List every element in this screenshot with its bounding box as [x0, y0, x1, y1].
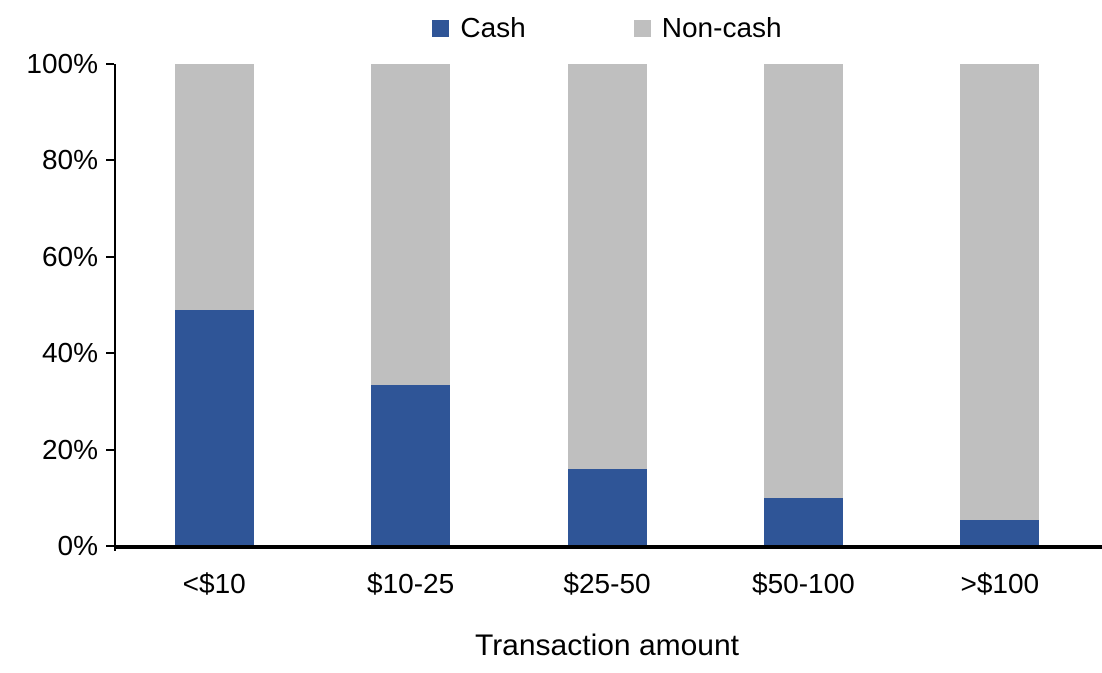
bar-50-100 — [763, 64, 843, 546]
bar-segment-cash-50-100 — [763, 497, 843, 546]
bar-segment-cash-100 — [960, 519, 1040, 546]
x-axis-label-10: <$10 — [182, 568, 246, 599]
x-axis-label-50-100: $50-100 — [752, 568, 855, 599]
y-axis-tick-40 — [106, 352, 114, 355]
y-axis-label-80: 80% — [41, 144, 98, 176]
legend-item-cash: Cash — [432, 12, 526, 44]
bar-100 — [960, 64, 1040, 546]
y-axis-line — [114, 64, 116, 551]
y-axis-label-20: 20% — [41, 433, 98, 465]
bar-segment-non-cash-10 — [174, 64, 254, 310]
bar-10-25 — [371, 64, 451, 546]
chart-legend: Cash Non-cash — [116, 12, 1098, 44]
bar-10 — [174, 64, 254, 546]
y-axis-tick-100 — [106, 63, 114, 65]
y-axis-tick-60 — [106, 255, 114, 258]
y-axis-label-40: 40% — [41, 337, 98, 369]
plot-area — [116, 64, 1098, 546]
x-axis-label-10-25: $10-25 — [367, 568, 455, 599]
bar-segment-non-cash-50-100 — [763, 64, 843, 498]
legend-label-non-cash: Non-cash — [661, 12, 782, 43]
bar-segment-cash-10-25 — [371, 384, 451, 546]
x-axis-label-100: >$100 — [960, 568, 1040, 599]
bar-segment-non-cash-25-50 — [567, 64, 647, 469]
y-axis-tick-20 — [106, 448, 114, 451]
x-axis-label-25-50: $25-50 — [563, 568, 651, 599]
bar-segment-cash-25-50 — [567, 468, 647, 546]
y-axis-label-60: 60% — [41, 240, 98, 272]
bar-segment-non-cash-100 — [960, 64, 1040, 520]
x-axis-title: Transaction amount — [474, 629, 740, 662]
legend-swatch-non-cash — [633, 19, 651, 37]
y-axis-label-0: 0% — [57, 530, 98, 561]
y-axis-tick-0 — [106, 545, 114, 547]
y-axis-tick-80 — [106, 159, 114, 162]
bar-segment-cash-10 — [174, 309, 254, 546]
y-axis-label-100: 100% — [26, 48, 98, 79]
legend-item-non-cash: Non-cash — [633, 12, 782, 44]
legend-swatch-cash — [432, 19, 450, 37]
x-axis-line — [114, 545, 1102, 549]
bar-25-50 — [567, 64, 647, 546]
legend-label-cash: Cash — [460, 12, 526, 43]
bar-segment-non-cash-10-25 — [371, 64, 451, 385]
